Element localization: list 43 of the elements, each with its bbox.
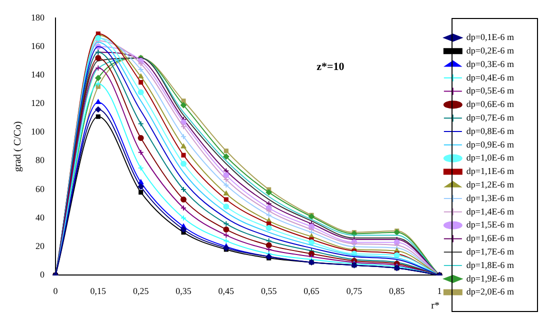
x-tick-label: 0,35 xyxy=(176,286,192,296)
y-tick-label: 100 xyxy=(31,126,45,137)
legend-label: dp=1,8E-6 m xyxy=(466,260,514,270)
x-tick-label: 0,65 xyxy=(304,286,320,296)
legend-label: dp=1,2E-6 m xyxy=(466,179,514,190)
legend-label: dp=1,4E-6 m xyxy=(466,206,514,216)
x-axis-title: r* xyxy=(431,300,440,312)
x-tick-label: 0,25 xyxy=(132,286,150,296)
y-axis-title: grad ( C/Co) xyxy=(12,121,24,172)
y-tick-label: 40 xyxy=(36,212,45,222)
y-tick-label: 60 xyxy=(36,184,45,194)
y-tick-label: 80 xyxy=(36,155,45,166)
x-tick-label: 0,75 xyxy=(346,286,363,296)
legend-label: dp=1,9E-6 m xyxy=(466,273,514,284)
legend-label: dp=1,0E-6 m xyxy=(466,152,514,163)
x-tick-label: 0,85 xyxy=(388,286,406,296)
legend-label: dp=1,3E-6 m xyxy=(466,192,514,203)
legend-label: dp=2,0E-6 m xyxy=(466,286,514,297)
y-tick-label: 0 xyxy=(40,270,45,280)
x-tick-label: 0,55 xyxy=(260,286,278,296)
y-tick-label: 140 xyxy=(31,70,45,80)
legend-label: dp=0,2E-6 m xyxy=(466,45,514,56)
annotation: z*=10 xyxy=(316,61,345,73)
legend-label: dp=0,8E-6 m xyxy=(466,126,514,136)
y-tick-label: 180 xyxy=(31,12,45,22)
x-tick-label: 0,45 xyxy=(218,286,235,296)
legend-label: dp=0,1E-6 m xyxy=(466,32,514,42)
legend-label: dp=0,4E-6 m xyxy=(466,72,514,82)
x-tick-label: 0,15 xyxy=(90,286,107,296)
legend-label: dp=0,6E-6 m xyxy=(466,99,514,110)
legend-label: dp=0,9E-6 m xyxy=(466,139,514,150)
legend-label: dp=1,7E-6 m xyxy=(466,246,514,256)
legend-label: dp=0,7E-6 m xyxy=(466,112,514,122)
legend-label: dp=0,5E-6 m xyxy=(466,86,514,96)
legend-label: dp=0,3E-6 m xyxy=(466,58,514,69)
legend-label: dp=1,5E-6 m xyxy=(466,220,514,230)
legend-label: dp=1,1E-6 m xyxy=(466,166,514,176)
legend-label: dp=1,6E-6 m xyxy=(466,233,514,244)
y-tick-label: 160 xyxy=(31,40,45,51)
y-tick-label: 20 xyxy=(36,240,45,251)
x-tick-label: 1 xyxy=(437,286,442,296)
y-tick-label: 120 xyxy=(31,98,45,108)
x-tick-label: 0 xyxy=(53,286,58,296)
